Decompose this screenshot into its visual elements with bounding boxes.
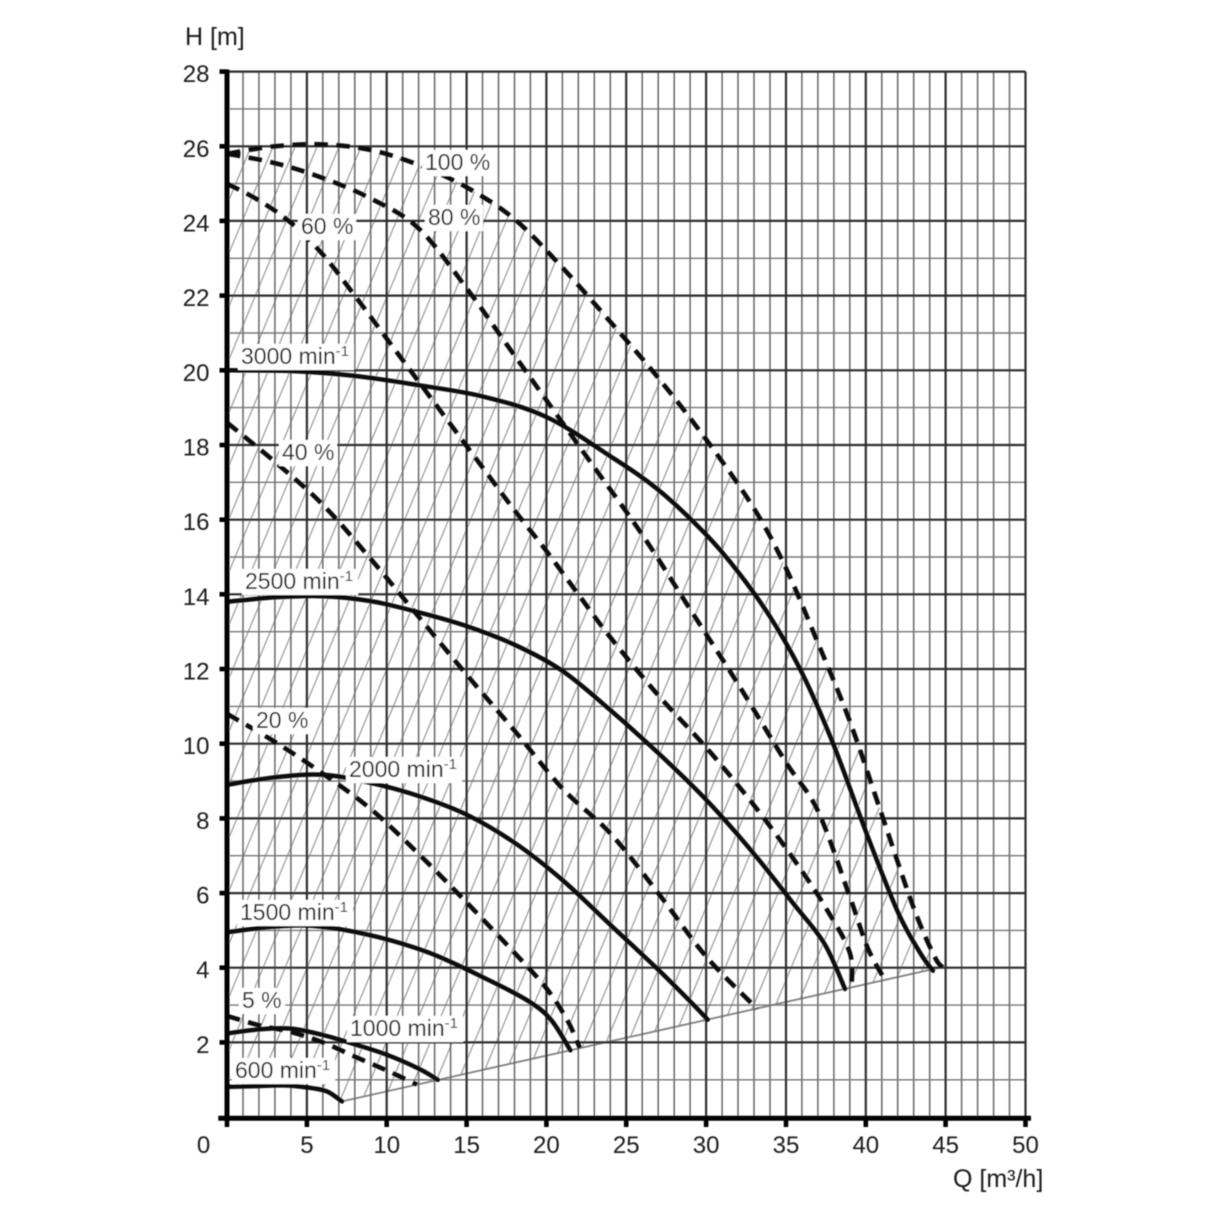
svg-text:4: 4	[196, 957, 209, 984]
svg-text:26: 26	[183, 136, 210, 163]
svg-text:6: 6	[196, 883, 209, 910]
svg-text:8: 8	[196, 808, 209, 835]
svg-text:40: 40	[852, 1132, 879, 1159]
svg-text:22: 22	[183, 285, 210, 312]
svg-text:45: 45	[932, 1132, 959, 1159]
svg-text:25: 25	[613, 1132, 640, 1159]
svg-text:18: 18	[183, 435, 210, 462]
svg-text:16: 16	[183, 509, 210, 536]
svg-text:2500 min-1: 2500 min-1	[245, 568, 353, 594]
svg-text:35: 35	[773, 1132, 800, 1159]
svg-text:3000 min-1: 3000 min-1	[241, 343, 349, 369]
svg-text:28: 28	[183, 61, 210, 88]
svg-text:1000 min-1: 1000 min-1	[350, 1015, 458, 1041]
svg-text:20: 20	[533, 1132, 560, 1159]
svg-text:2000 min-1: 2000 min-1	[349, 756, 457, 782]
svg-text:12: 12	[183, 659, 210, 686]
svg-text:15: 15	[453, 1132, 480, 1159]
svg-text:H [m]: H [m]	[185, 23, 245, 51]
svg-text:14: 14	[183, 584, 210, 611]
svg-text:0: 0	[197, 1132, 210, 1159]
svg-text:600 min-1: 600 min-1	[235, 1057, 330, 1083]
svg-text:60 %: 60 %	[301, 213, 353, 239]
svg-text:24: 24	[183, 210, 210, 237]
svg-text:1500 min-1: 1500 min-1	[240, 899, 348, 925]
svg-text:10: 10	[373, 1132, 400, 1159]
svg-text:40 %: 40 %	[282, 439, 334, 465]
svg-text:5 %: 5 %	[242, 987, 282, 1013]
svg-text:5: 5	[300, 1132, 313, 1159]
svg-text:2: 2	[196, 1032, 209, 1059]
svg-text:Q [m³/h]: Q [m³/h]	[953, 1165, 1043, 1193]
svg-text:50: 50	[1012, 1132, 1039, 1159]
svg-text:20 %: 20 %	[256, 707, 308, 733]
svg-text:30: 30	[693, 1132, 720, 1159]
svg-text:100 %: 100 %	[425, 149, 490, 175]
svg-text:10: 10	[183, 733, 210, 760]
svg-text:80 %: 80 %	[428, 204, 480, 230]
svg-text:20: 20	[183, 360, 210, 387]
